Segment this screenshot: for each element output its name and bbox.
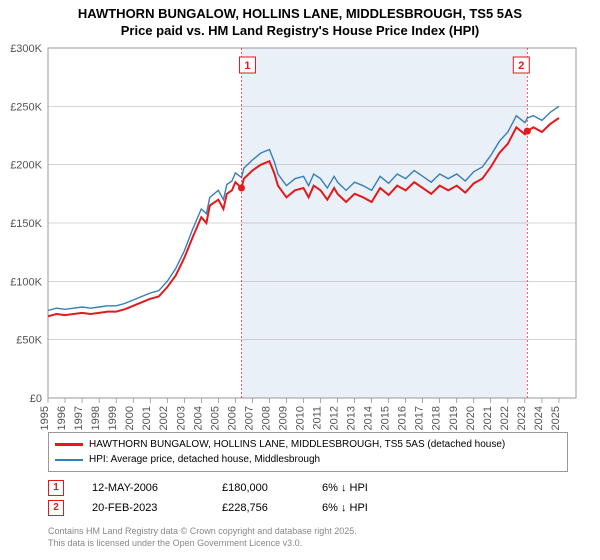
- svg-text:2015: 2015: [380, 406, 392, 430]
- svg-text:2014: 2014: [363, 406, 375, 430]
- legend: HAWTHORN BUNGALOW, HOLLINS LANE, MIDDLES…: [48, 432, 568, 472]
- svg-text:2021: 2021: [482, 406, 494, 430]
- svg-text:2007: 2007: [243, 406, 255, 430]
- footer-line-2: This data is licensed under the Open Gov…: [48, 538, 302, 548]
- svg-text:2018: 2018: [431, 406, 443, 430]
- footer: Contains HM Land Registry data © Crown c…: [48, 526, 357, 549]
- chart-title: HAWTHORN BUNGALOW, HOLLINS LANE, MIDDLES…: [0, 0, 600, 40]
- legend-row-red: HAWTHORN BUNGALOW, HOLLINS LANE, MIDDLES…: [55, 437, 561, 452]
- marker-price-2: £228,756: [222, 502, 322, 514]
- svg-text:2006: 2006: [226, 406, 238, 430]
- svg-text:2023: 2023: [516, 406, 528, 430]
- legend-label-blue: HPI: Average price, detached house, Midd…: [89, 452, 320, 467]
- svg-text:1995: 1995: [39, 406, 51, 430]
- svg-text:2008: 2008: [260, 406, 272, 430]
- svg-text:£150K: £150K: [10, 218, 42, 230]
- svg-text:2002: 2002: [158, 406, 170, 430]
- svg-text:£0: £0: [30, 393, 42, 405]
- title-line-1: HAWTHORN BUNGALOW, HOLLINS LANE, MIDDLES…: [78, 6, 522, 21]
- svg-text:2004: 2004: [192, 406, 204, 430]
- legend-row-blue: HPI: Average price, detached house, Midd…: [55, 452, 561, 467]
- chart-container: HAWTHORN BUNGALOW, HOLLINS LANE, MIDDLES…: [0, 0, 600, 560]
- svg-text:1998: 1998: [90, 406, 102, 430]
- svg-text:2013: 2013: [346, 406, 358, 430]
- marker-box-1: 1: [48, 480, 64, 496]
- svg-text:£200K: £200K: [10, 160, 42, 172]
- svg-text:2019: 2019: [448, 406, 460, 430]
- marker-row-2: 2 20-FEB-2023 £228,756 6% ↓ HPI: [48, 500, 568, 516]
- svg-text:1: 1: [244, 60, 250, 72]
- legend-swatch-red: [55, 443, 83, 446]
- svg-text:2011: 2011: [312, 406, 324, 430]
- svg-text:2022: 2022: [499, 406, 511, 430]
- svg-text:2001: 2001: [141, 406, 153, 430]
- svg-text:2017: 2017: [414, 406, 426, 430]
- chart-plot-area: £0£50K£100K£150K£200K£250K£300K199519961…: [48, 48, 576, 398]
- svg-text:2000: 2000: [124, 406, 136, 430]
- svg-text:2005: 2005: [209, 406, 221, 430]
- marker-delta-1: 6% ↓ HPI: [322, 482, 452, 494]
- svg-text:£250K: £250K: [10, 101, 42, 113]
- marker-price-1: £180,000: [222, 482, 322, 494]
- svg-text:2012: 2012: [329, 406, 341, 430]
- footer-line-1: Contains HM Land Registry data © Crown c…: [48, 526, 357, 536]
- chart-svg: £0£50K£100K£150K£200K£250K£300K199519961…: [48, 48, 576, 398]
- svg-text:2003: 2003: [175, 406, 187, 430]
- marker-delta-2: 6% ↓ HPI: [322, 502, 452, 514]
- svg-text:1997: 1997: [73, 406, 85, 430]
- svg-text:1996: 1996: [56, 406, 68, 430]
- svg-text:2024: 2024: [533, 406, 545, 430]
- svg-text:2010: 2010: [294, 406, 306, 430]
- svg-text:1999: 1999: [107, 406, 119, 430]
- legend-label-red: HAWTHORN BUNGALOW, HOLLINS LANE, MIDDLES…: [89, 437, 505, 452]
- legend-swatch-blue: [55, 459, 83, 461]
- svg-text:2016: 2016: [397, 406, 409, 430]
- marker-date-2: 20-FEB-2023: [92, 502, 222, 514]
- marker-date-1: 12-MAY-2006: [92, 482, 222, 494]
- marker-table: 1 12-MAY-2006 £180,000 6% ↓ HPI 2 20-FEB…: [48, 480, 568, 520]
- marker-box-2: 2: [48, 500, 64, 516]
- title-line-2: Price paid vs. HM Land Registry's House …: [121, 23, 480, 38]
- svg-text:£300K: £300K: [10, 43, 42, 55]
- svg-text:£50K: £50K: [16, 335, 42, 347]
- marker-row-1: 1 12-MAY-2006 £180,000 6% ↓ HPI: [48, 480, 568, 496]
- svg-text:2020: 2020: [465, 406, 477, 430]
- svg-text:£100K: £100K: [10, 276, 42, 288]
- svg-text:2009: 2009: [277, 406, 289, 430]
- svg-text:2025: 2025: [550, 406, 562, 430]
- svg-text:2: 2: [518, 60, 524, 72]
